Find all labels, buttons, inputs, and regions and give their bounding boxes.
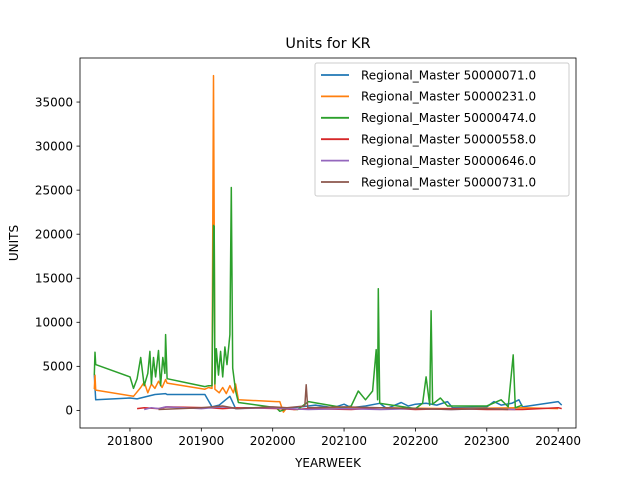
series-line-6 (158, 384, 509, 411)
y-axis-label: UNITS (7, 225, 21, 261)
x-axis: 201800 201900 202000 202100 202200 202300 2024… (107, 428, 581, 448)
y-tick-label: 20000 (35, 227, 73, 241)
plot-frame (79, 57, 577, 429)
legend-label-6: Regional_Master 50000731.0 (361, 175, 536, 189)
y-tick-label: 10000 (35, 316, 73, 330)
legend-box (314, 62, 570, 197)
series-line-3 (93, 186, 523, 413)
legend-label-4: Regional_Master 50000558.0 (361, 133, 536, 147)
x-tick-label: 201900 (178, 434, 224, 448)
legend-label-5: Regional_Master 50000646.0 (361, 154, 536, 168)
y-tick-label: 30000 (35, 139, 73, 153)
legend: Regional_Master 50000071.0 Regional_Maste… (314, 62, 570, 197)
y-tick-label: 5000 (42, 360, 73, 374)
x-tick-label: 201800 (107, 434, 153, 448)
x-tick-label: 202200 (393, 434, 439, 448)
x-tick-label: 202300 (464, 434, 510, 448)
plot-area (93, 74, 563, 413)
y-tick-label: 15000 (35, 272, 73, 286)
y-tick-label: 25000 (35, 183, 73, 197)
y-tick-label: 35000 (35, 95, 73, 109)
x-axis-label: YEARWEEK (294, 456, 362, 470)
y-axis: 0 5000 10000 15000 20000 25000 30000 35000 (35, 95, 80, 418)
legend-label-1: Regional_Master 50000071.0 (361, 68, 536, 82)
x-tick-label: 202400 (535, 434, 581, 448)
chart-title: Units for KR (285, 36, 370, 52)
legend-label-2: Regional_Master 50000231.0 (361, 90, 536, 104)
x-tick-label: 202000 (250, 434, 296, 448)
legend-label-3: Regional_Master 50000474.0 (361, 111, 536, 125)
y-tick-label: 0 (65, 404, 73, 418)
series-line-1 (93, 375, 563, 410)
series-layer (93, 74, 563, 413)
x-tick-label: 202100 (321, 434, 367, 448)
